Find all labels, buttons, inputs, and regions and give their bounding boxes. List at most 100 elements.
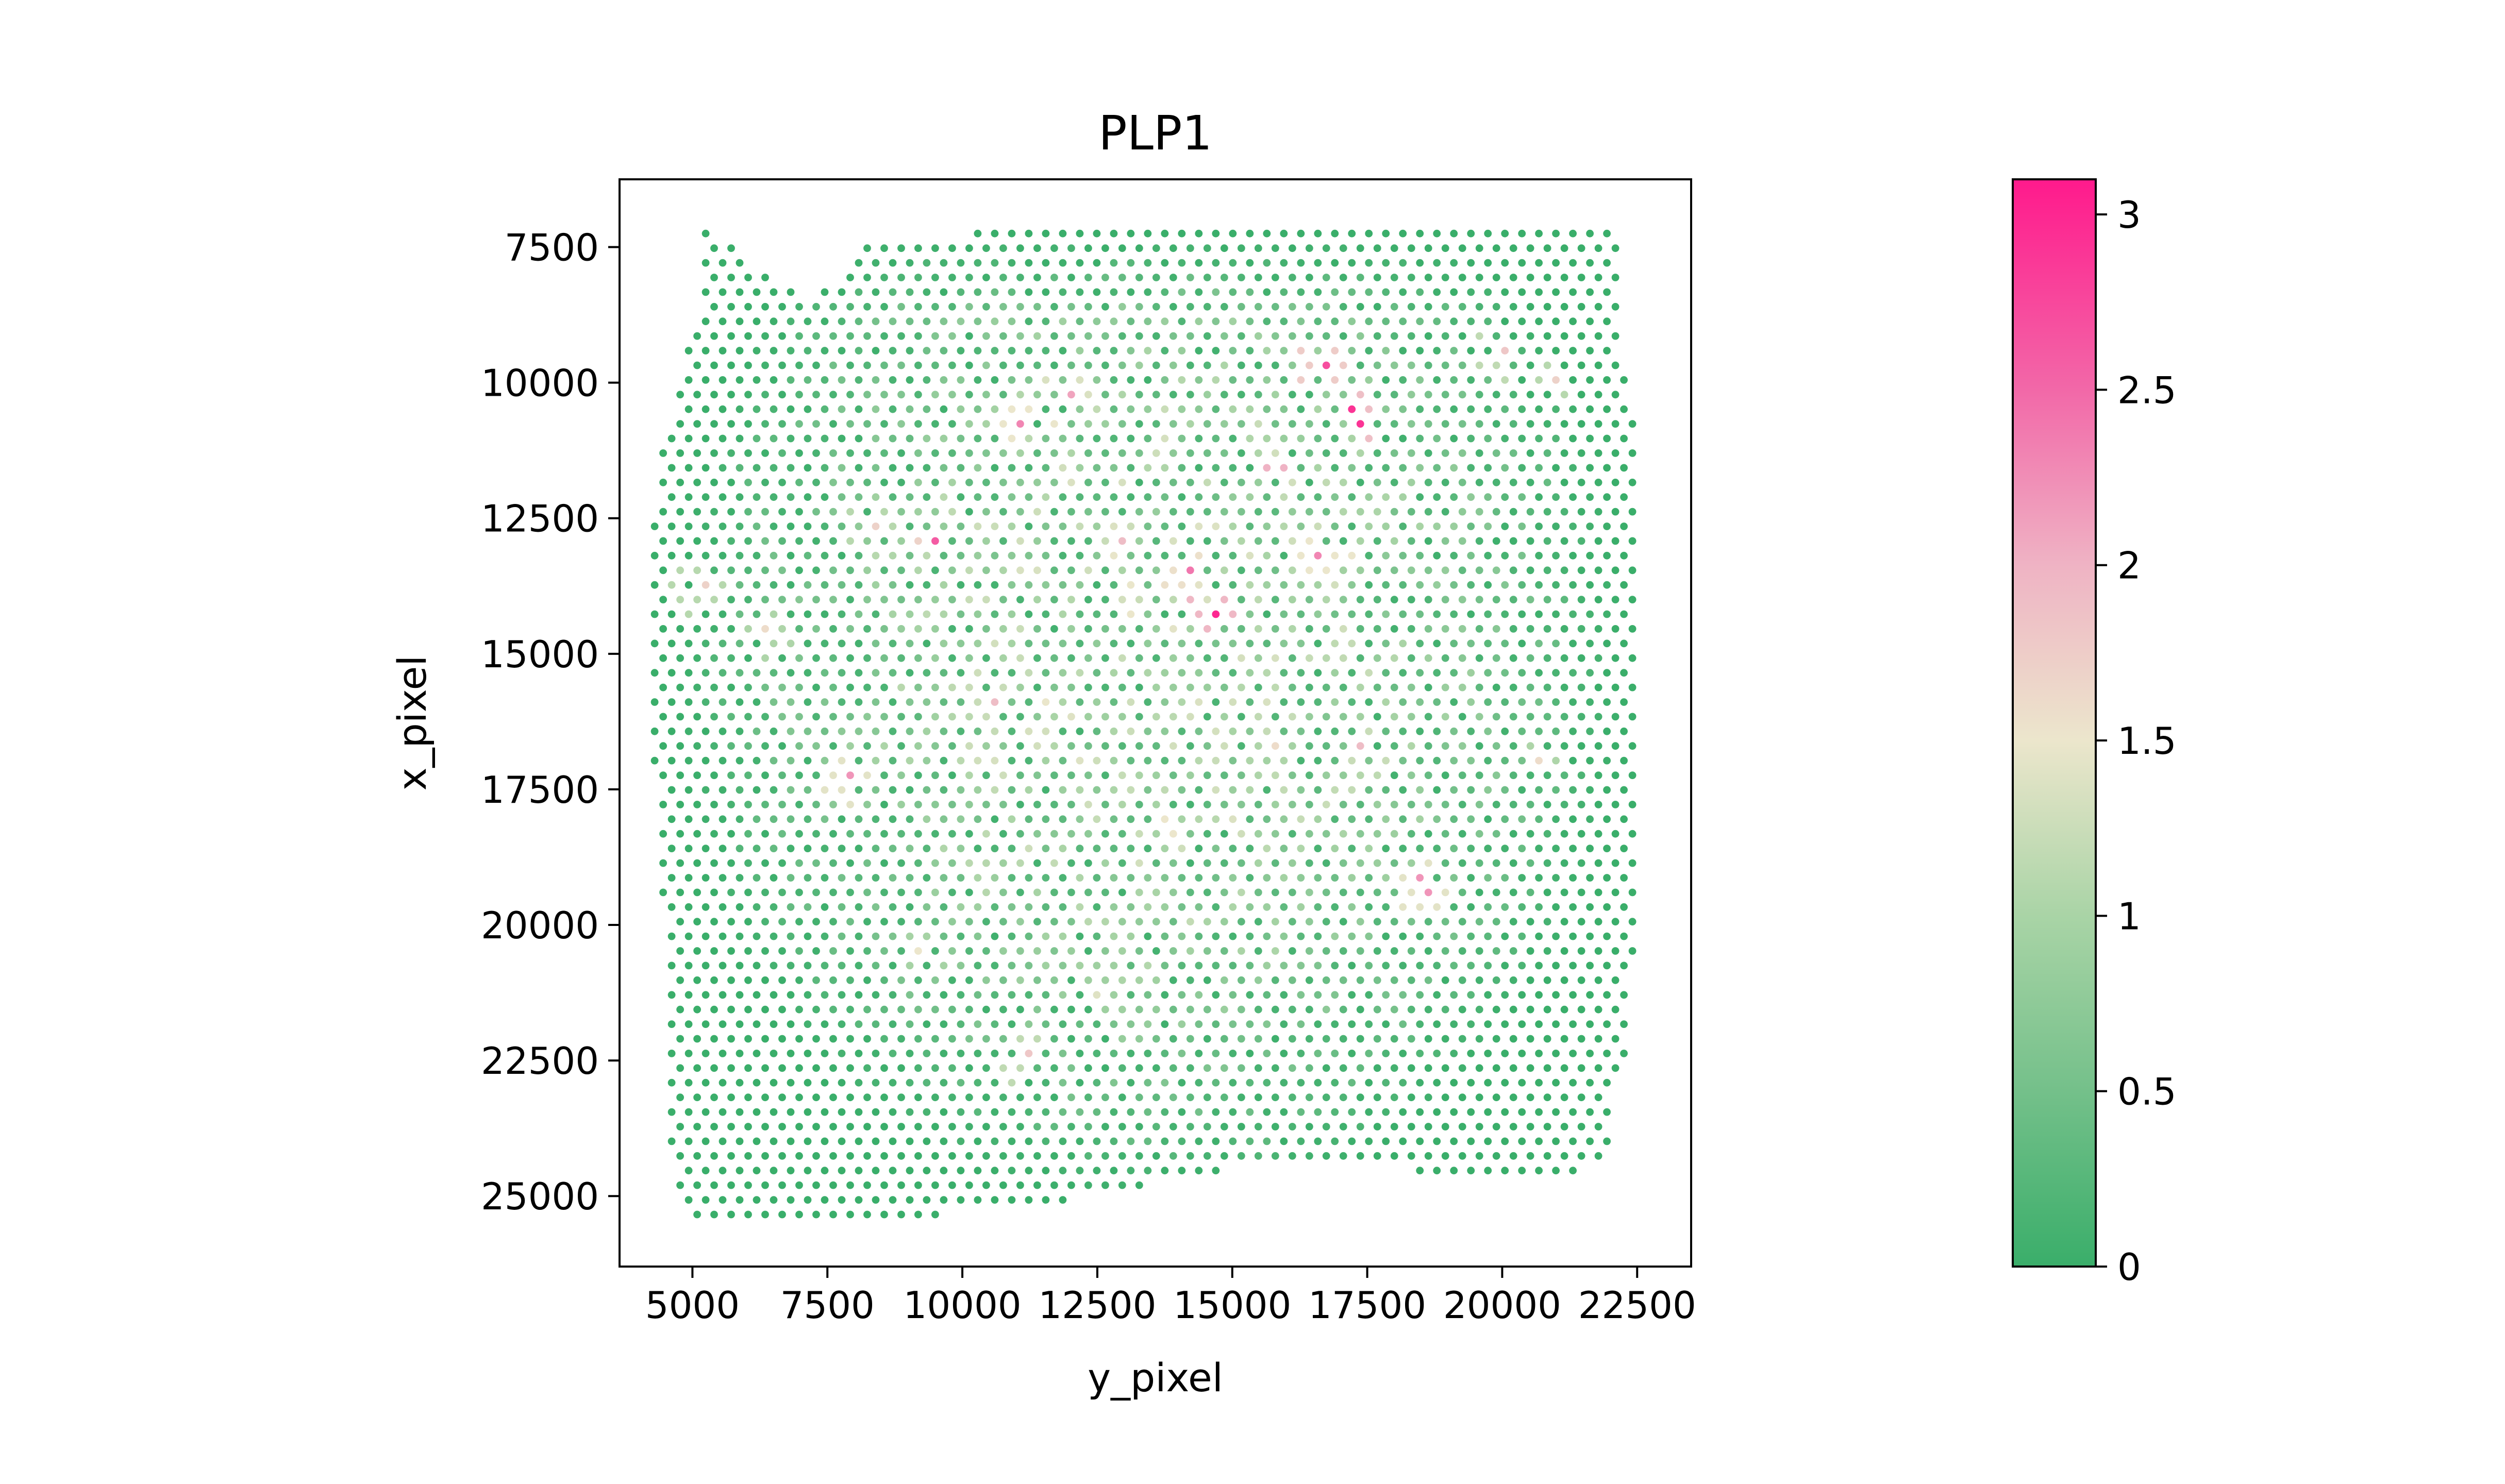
- spot-point: [1280, 610, 1288, 618]
- spot-point: [1535, 347, 1543, 355]
- spot-point: [838, 1108, 846, 1116]
- spot-point: [940, 1167, 948, 1175]
- spot-point: [1025, 522, 1033, 530]
- spot-point: [1433, 756, 1441, 765]
- spot-point: [1237, 1064, 1245, 1072]
- spot-point: [940, 376, 948, 384]
- spot-point: [1382, 347, 1390, 355]
- spot-point: [1314, 522, 1322, 530]
- spot-point: [1025, 259, 1033, 267]
- spot-point: [855, 903, 863, 911]
- spot-point: [1008, 1078, 1016, 1087]
- spot-point: [1254, 625, 1262, 633]
- spot-point: [1033, 888, 1041, 897]
- spot-point: [1620, 874, 1628, 882]
- spot-point: [702, 845, 710, 852]
- spot-point: [1212, 786, 1220, 794]
- spot-point: [1178, 1020, 1186, 1028]
- spot-point: [1424, 1005, 1432, 1014]
- spot-point: [761, 361, 769, 369]
- spot-point: [710, 391, 718, 399]
- spot-point: [1603, 845, 1611, 852]
- spot-point: [1569, 288, 1577, 296]
- spot-point: [1101, 918, 1109, 926]
- spot-point: [1101, 566, 1109, 575]
- spot-point: [991, 1167, 999, 1175]
- spot-point: [889, 1078, 897, 1087]
- spot-point: [999, 361, 1007, 369]
- spot-point: [906, 1167, 914, 1175]
- spot-point: [1433, 317, 1441, 326]
- spot-point: [846, 1210, 854, 1219]
- spot-point: [778, 1035, 786, 1043]
- spot-point: [719, 962, 727, 970]
- spot-point: [1458, 742, 1466, 750]
- spot-point: [710, 859, 718, 867]
- spot-point: [1169, 537, 1177, 545]
- spot-point: [1586, 669, 1594, 677]
- spot-point: [855, 669, 863, 677]
- spot-point: [872, 727, 880, 735]
- y-tick-label: 22500: [481, 1039, 599, 1083]
- spot-point: [1237, 625, 1245, 633]
- spot-point: [1118, 830, 1126, 838]
- spot-point: [982, 244, 990, 252]
- spot-point: [1399, 376, 1407, 384]
- spot-point: [1399, 756, 1407, 765]
- spot-point: [965, 1093, 973, 1102]
- spot-point: [1594, 976, 1602, 984]
- spot-point: [1399, 288, 1407, 296]
- spot-point: [1441, 1123, 1449, 1131]
- spot-point: [1509, 420, 1517, 428]
- spot-point: [914, 302, 922, 311]
- spot-point: [838, 1078, 846, 1087]
- spot-point: [650, 581, 659, 589]
- spot-point: [1280, 405, 1288, 413]
- spot-point: [1356, 332, 1364, 340]
- spot-point: [1586, 786, 1594, 794]
- spot-point: [761, 596, 769, 603]
- spot-point: [1424, 244, 1432, 252]
- colorbar-tick-label: 2: [2117, 544, 2141, 587]
- spot-point: [1178, 1137, 1186, 1145]
- spot-point: [787, 727, 795, 735]
- spot-point: [1195, 1137, 1203, 1145]
- spot-point: [1560, 478, 1568, 486]
- spot-point: [965, 918, 973, 926]
- spot-point: [1543, 596, 1551, 603]
- spot-point: [965, 361, 973, 369]
- spot-point: [1016, 830, 1024, 838]
- spot-point: [1144, 903, 1152, 911]
- spot-point: [1348, 551, 1356, 560]
- spot-point: [1118, 449, 1126, 457]
- spot-point: [787, 1050, 795, 1057]
- spot-point: [1450, 405, 1458, 413]
- spot-point: [1552, 347, 1560, 355]
- spot-point: [1390, 801, 1398, 808]
- spot-point: [1314, 610, 1322, 618]
- spot-point: [1339, 302, 1347, 311]
- spot-point: [1237, 801, 1245, 808]
- spot-point: [795, 976, 803, 984]
- spot-point: [1110, 1020, 1118, 1028]
- spot-point: [846, 332, 854, 340]
- spot-point: [1552, 1020, 1560, 1028]
- spot-point: [1271, 830, 1279, 838]
- spot-point: [1424, 742, 1432, 750]
- spot-point: [702, 581, 710, 589]
- spot-point: [1110, 1167, 1118, 1175]
- spot-point: [846, 947, 854, 955]
- spot-point: [1390, 625, 1398, 633]
- spot-point: [1577, 508, 1585, 516]
- spot-point: [1203, 274, 1211, 281]
- spot-point: [1246, 727, 1254, 735]
- spot-point: [1365, 815, 1373, 823]
- spot-point: [914, 888, 922, 897]
- spot-point: [736, 669, 744, 677]
- spot-point: [897, 947, 905, 955]
- spot-point: [991, 1078, 999, 1087]
- spot-point: [1501, 932, 1509, 940]
- spot-point: [1348, 815, 1356, 823]
- spot-point: [1280, 727, 1288, 735]
- spot-point: [744, 742, 752, 750]
